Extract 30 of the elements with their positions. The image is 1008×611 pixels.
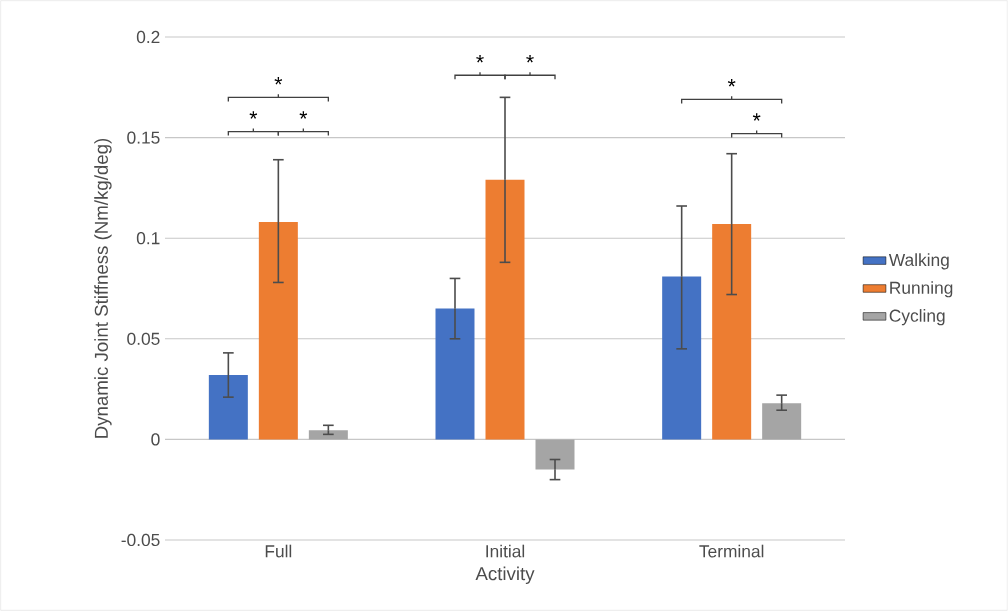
y-tick-label: 0.2 [136,30,160,44]
bar [308,430,348,440]
legend-label: Walking [888,253,949,270]
bar [258,222,298,440]
x-tick-label: Initial [486,544,525,558]
y-tick-label: 0.1 [136,232,160,245]
annotation: * [727,79,736,87]
x-axis-title: Activity [475,566,535,584]
annotation: * [249,111,258,119]
bar [662,276,702,440]
legend-label: Cycling [889,309,945,326]
bar [762,403,802,440]
y-tick-label: 0.05 [127,332,160,345]
annotation: * [274,77,283,85]
annotation: * [526,54,534,63]
annotation: * [476,54,484,63]
bar [208,375,248,440]
y-axis-title: Dynamic Joint Stiffness (Nm/kg/deg) [94,138,112,438]
y-tick-label: 0 [151,433,160,446]
bar [535,439,575,470]
x-tick-label: Terminal [699,544,764,558]
y-tick-label: -0.05 [121,533,160,547]
y-tick-label: 0.15 [127,131,160,144]
bar [712,224,752,440]
annotation: * [752,113,761,121]
legend-label: Running [890,281,953,298]
bar [435,308,475,440]
annotation: * [299,111,308,119]
x-tick-label: Full [265,544,292,558]
bar [485,179,525,440]
